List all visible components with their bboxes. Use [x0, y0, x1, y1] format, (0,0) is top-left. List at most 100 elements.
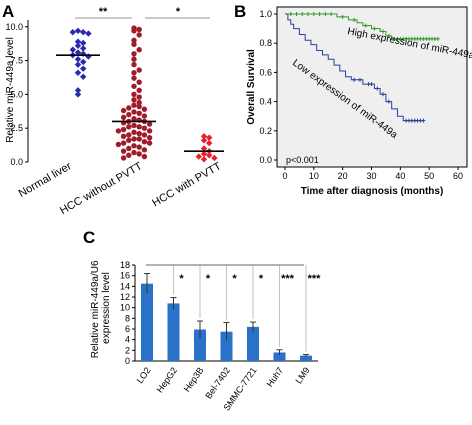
data-point — [115, 128, 122, 134]
data-point — [131, 61, 137, 68]
data-point — [136, 151, 142, 157]
data-point — [141, 132, 148, 138]
panel-b-letter: B — [234, 2, 246, 21]
data-point — [74, 69, 82, 76]
panel-a-y-ticks: 0.0 2.5 5.0 7.5 10.0 — [5, 22, 28, 167]
censor-mark — [386, 33, 391, 38]
data-point — [136, 110, 142, 117]
y-tick-label: 10.0 — [5, 22, 23, 32]
censor-mark — [421, 118, 426, 123]
data-point — [131, 136, 137, 142]
bar — [247, 326, 259, 361]
bar — [194, 329, 206, 361]
data-point — [141, 106, 148, 112]
data-point — [131, 56, 137, 62]
data-point — [80, 65, 87, 72]
data-point — [126, 152, 132, 158]
category-label: HepG2 — [155, 365, 180, 394]
y-tick-label: 0 — [125, 356, 130, 366]
data-point — [131, 51, 137, 57]
data-point — [126, 124, 132, 130]
censor-mark — [369, 82, 374, 87]
significance-star: * — [232, 273, 237, 285]
panel-a: A Relative miR-449a level 0.0 2.5 5.0 7.5 10… — [2, 2, 224, 217]
data-point — [120, 140, 127, 146]
data-point — [206, 152, 213, 159]
x-tick-label: 20 — [338, 171, 348, 181]
data-point — [131, 70, 137, 76]
data-point — [211, 154, 218, 162]
data-point — [146, 121, 153, 127]
panel-b-plot-area — [276, 6, 468, 168]
y-tick-label: 0.0 — [259, 155, 272, 165]
significance-a1: ** — [99, 6, 108, 18]
data-point — [141, 153, 148, 160]
data-point — [126, 111, 132, 118]
data-point — [74, 42, 82, 49]
data-point — [136, 99, 142, 106]
data-point — [115, 141, 122, 148]
data-point — [120, 133, 127, 140]
data-point — [131, 129, 137, 135]
y-tick-label: 0.6 — [259, 67, 272, 77]
censor-mark — [435, 36, 440, 41]
censor-mark — [323, 12, 328, 16]
data-point — [74, 56, 82, 63]
panel-b: B Overall Survival Time after diagnosis … — [234, 2, 472, 197]
x-tick-label: 0 — [282, 171, 287, 181]
censor-mark — [352, 77, 357, 82]
data-point — [120, 114, 127, 121]
y-tick-label: 5.0 — [10, 89, 23, 99]
y-tick-label: 2.5 — [10, 123, 23, 133]
significance-star: *** — [308, 273, 322, 285]
data-point — [200, 133, 208, 140]
category-label: Huh7 — [265, 365, 286, 388]
data-point — [146, 128, 153, 134]
panel-a-significance-brackets: ** * — [75, 6, 210, 19]
data-point — [131, 41, 137, 48]
data-point — [131, 91, 137, 98]
data-point — [80, 45, 87, 52]
data-point — [74, 61, 82, 68]
censor-mark — [306, 12, 311, 16]
data-point — [85, 30, 92, 37]
data-point — [80, 50, 87, 58]
category-label: Bel-7402 — [203, 365, 232, 400]
censor-mark — [352, 17, 357, 22]
y-tick-label: 1.0 — [259, 9, 272, 19]
data-point — [195, 153, 202, 160]
data-point — [136, 144, 142, 150]
data-point — [80, 58, 87, 66]
censor-mark — [329, 12, 334, 16]
data-point — [206, 139, 213, 147]
data-point — [74, 91, 82, 98]
significance-a2: * — [176, 6, 181, 18]
panel-a-points — [69, 25, 218, 163]
x-tick-label: 60 — [453, 171, 463, 181]
censor-mark — [381, 29, 386, 34]
data-point — [80, 39, 87, 47]
x-tick-label: 30 — [366, 171, 376, 181]
data-point — [141, 147, 148, 153]
data-point — [80, 73, 87, 80]
data-point — [146, 134, 153, 141]
data-point — [200, 145, 208, 152]
data-point — [120, 155, 127, 161]
data-point — [141, 139, 148, 145]
censor-mark — [357, 77, 362, 82]
category-label: Normal liver — [17, 160, 74, 200]
y-tick-label: 16 — [120, 271, 130, 281]
data-point — [131, 97, 137, 103]
data-point — [136, 103, 142, 110]
bar — [273, 352, 286, 361]
y-tick-label: 0.8 — [259, 38, 272, 48]
data-point — [131, 116, 137, 122]
x-tick-label: 10 — [309, 171, 319, 181]
y-tick-label: 8 — [125, 313, 130, 323]
y-tick-label: 2 — [125, 345, 130, 355]
category-label: LO2 — [135, 365, 153, 385]
censor-mark — [300, 12, 305, 16]
bar — [300, 355, 312, 361]
